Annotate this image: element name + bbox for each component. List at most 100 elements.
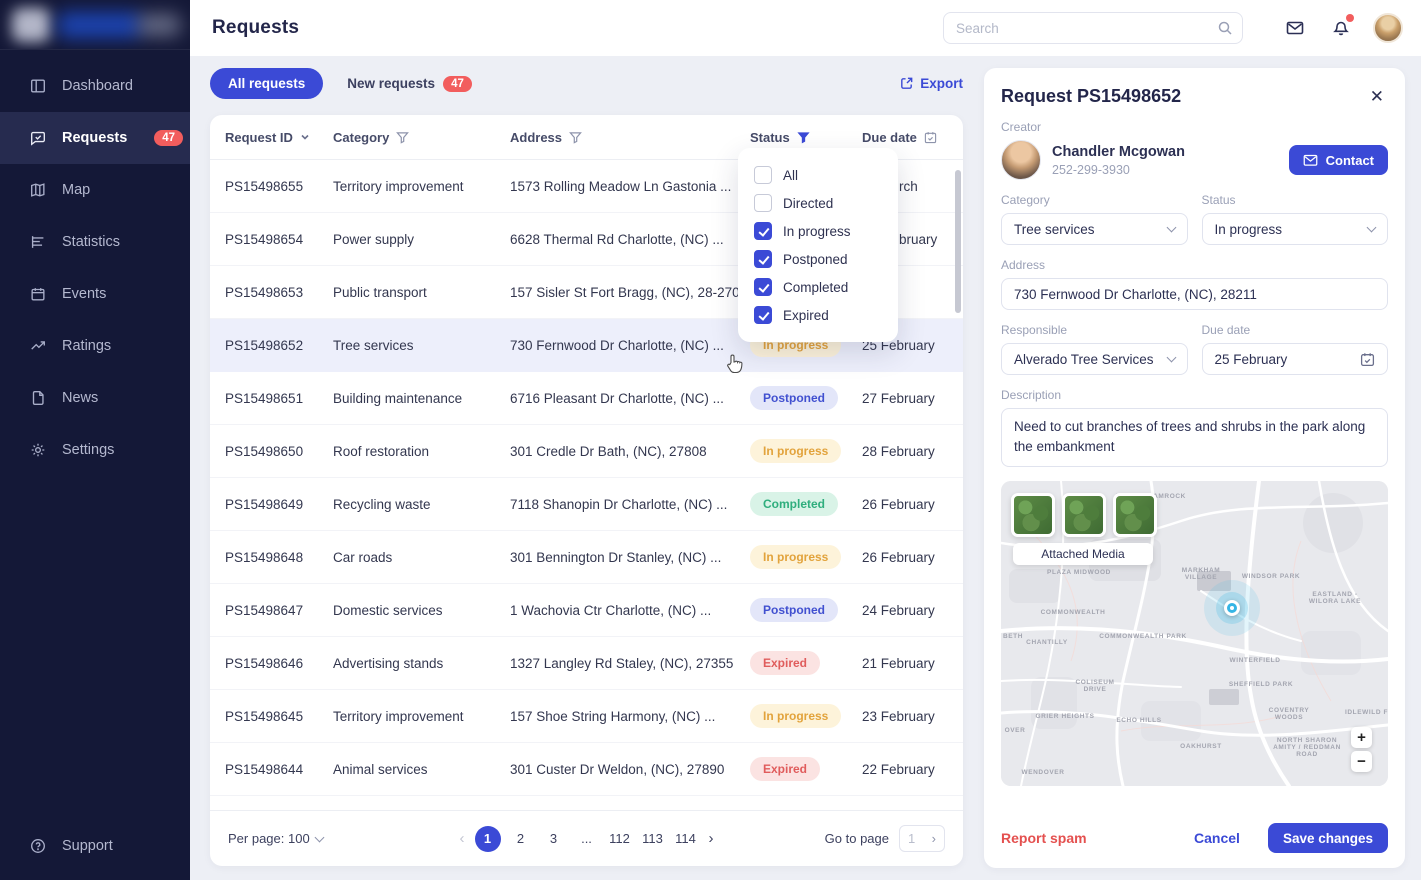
tabs-row: All requests New requests 47 Export bbox=[210, 68, 963, 99]
messages-button[interactable] bbox=[1283, 16, 1307, 40]
page-button-112[interactable]: 112 bbox=[609, 831, 630, 846]
page-button-2[interactable]: 2 bbox=[516, 831, 525, 846]
column-request-id[interactable]: Request ID bbox=[225, 130, 333, 145]
table-row[interactable]: PS15498653 Public transport 157 Sisler S… bbox=[210, 266, 963, 319]
notifications-button[interactable] bbox=[1329, 14, 1354, 40]
request-id-cell: PS15498654 bbox=[225, 231, 304, 247]
status-badge: Expired bbox=[750, 651, 821, 675]
due-date-cell: 26 February bbox=[862, 549, 935, 565]
pagination-bar: Per page: 100 ‹ 1 2 3 ... 112 113 114 › … bbox=[210, 810, 963, 866]
sidebar-item-label: News bbox=[62, 390, 99, 406]
table-scrollbar[interactable] bbox=[955, 170, 961, 313]
map-area-label: CHANTILLY bbox=[1026, 638, 1068, 646]
cancel-button[interactable]: Cancel bbox=[1194, 830, 1240, 846]
table-row[interactable]: PS15498648 Car roads 301 Bennington Dr S… bbox=[210, 531, 963, 584]
page-button-114[interactable]: 114 bbox=[675, 831, 696, 846]
category-select[interactable]: Tree services bbox=[1001, 213, 1188, 245]
column-category[interactable]: Category bbox=[333, 130, 510, 145]
sidebar-item-news[interactable]: News bbox=[0, 372, 190, 424]
search-box bbox=[943, 12, 1243, 44]
save-changes-button[interactable]: Save changes bbox=[1267, 823, 1388, 853]
responsible-select[interactable]: Alverado Tree Services bbox=[1001, 343, 1188, 375]
due-date-cell: bruary bbox=[899, 231, 938, 247]
due-date-cell: 28 February bbox=[862, 443, 935, 459]
checkbox[interactable] bbox=[754, 194, 772, 212]
attached-media-thumbnail[interactable] bbox=[1011, 492, 1055, 537]
table-row[interactable]: PS15498651 Building maintenance 6716 Ple… bbox=[210, 372, 963, 425]
page-button-3[interactable]: 3 bbox=[549, 831, 558, 846]
filter-option-all[interactable]: All bbox=[754, 161, 882, 189]
table-row[interactable]: PS15498649 Recycling waste 7118 Shanopin… bbox=[210, 478, 963, 531]
table-row[interactable]: PS15498647 Domestic services 1 Wachovia … bbox=[210, 584, 963, 637]
checkbox[interactable] bbox=[754, 278, 772, 296]
goto-page-input[interactable] bbox=[908, 831, 926, 846]
page-button-113[interactable]: 113 bbox=[642, 831, 663, 846]
sidebar-item-support[interactable]: Support bbox=[0, 820, 190, 872]
column-due-date[interactable]: Due date bbox=[862, 130, 948, 145]
map-zoom-out-button[interactable]: − bbox=[1351, 750, 1372, 772]
sidebar-item-statistics[interactable]: Statistics bbox=[0, 216, 190, 268]
filter-option-postponed[interactable]: Postponed bbox=[754, 245, 882, 273]
logo-mark bbox=[12, 8, 50, 42]
location-map[interactable]: PLAZA SHAMROCK PLAZA MIDWOOD MARKHAM VIL… bbox=[1001, 480, 1388, 786]
column-address[interactable]: Address bbox=[510, 130, 750, 145]
goto-page-go-button[interactable]: › bbox=[931, 831, 936, 846]
location-marker[interactable] bbox=[1224, 599, 1240, 616]
sidebar-item-ratings[interactable]: Ratings bbox=[0, 320, 190, 372]
status-select[interactable]: In progress bbox=[1201, 213, 1388, 245]
map-area-label: OAKHURST bbox=[1180, 742, 1222, 750]
report-spam-button[interactable]: Report spam bbox=[1001, 830, 1087, 846]
requests-icon bbox=[31, 131, 45, 146]
category-cell: Power supply bbox=[333, 231, 415, 247]
next-page-button[interactable]: › bbox=[708, 830, 714, 847]
sidebar-item-dashboard[interactable]: Dashboard bbox=[0, 60, 190, 112]
tab-new-requests[interactable]: New requests 47 bbox=[347, 75, 472, 92]
attached-media-thumbnail[interactable] bbox=[1062, 492, 1106, 537]
page-button-1[interactable]: 1 bbox=[474, 825, 501, 852]
due-date-input[interactable]: 25 February bbox=[1201, 343, 1388, 375]
description-textarea[interactable]: Need to cut branches of trees and shrubs… bbox=[1001, 408, 1388, 467]
panel-title: Request PS15498652 bbox=[1001, 86, 1182, 106]
export-icon bbox=[901, 77, 913, 89]
close-icon[interactable]: ✕ bbox=[1369, 87, 1384, 106]
export-button[interactable]: Export bbox=[899, 76, 963, 91]
chevron-down-icon bbox=[1366, 222, 1377, 233]
sidebar-item-label: Events bbox=[62, 286, 107, 302]
map-zoom-in-button[interactable]: + bbox=[1351, 726, 1372, 748]
attached-media-thumbnail[interactable] bbox=[1113, 492, 1157, 537]
filter-option-completed[interactable]: Completed bbox=[754, 273, 882, 301]
checkbox[interactable] bbox=[754, 166, 772, 184]
contact-button[interactable]: Contact bbox=[1288, 145, 1388, 175]
sidebar-item-settings[interactable]: Settings bbox=[0, 424, 190, 476]
table-row[interactable]: PS15498650 Roof restoration 301 Credle D… bbox=[210, 425, 963, 478]
envelope-icon bbox=[1303, 154, 1317, 166]
filter-option-directed[interactable]: Directed bbox=[754, 189, 882, 217]
checkbox[interactable] bbox=[754, 222, 772, 240]
table-row[interactable]: PS15498646 Advertising stands 1327 Langl… bbox=[210, 637, 963, 690]
sidebar-item-events[interactable]: Events bbox=[0, 268, 190, 320]
sidebar-item-label: Ratings bbox=[62, 338, 112, 354]
checkbox[interactable] bbox=[754, 250, 772, 268]
checkbox[interactable] bbox=[754, 306, 772, 324]
table-row[interactable]: PS15498655 Territory improvement 1573 Ro… bbox=[210, 160, 963, 213]
status-badge: In progress bbox=[750, 704, 842, 728]
sidebar-item-requests[interactable]: Requests 47 bbox=[0, 112, 190, 164]
address-cell: 301 Credle Dr Bath, (NC), 27808 bbox=[510, 443, 707, 459]
user-avatar[interactable] bbox=[1373, 13, 1403, 43]
per-page-select[interactable]: Per page: 100 bbox=[228, 831, 325, 846]
new-requests-badge: 47 bbox=[443, 75, 472, 92]
search-input[interactable] bbox=[943, 12, 1243, 44]
tab-all-requests[interactable]: All requests bbox=[210, 68, 324, 99]
due-date-cell: 23 February bbox=[862, 708, 935, 724]
column-status[interactable]: Status bbox=[750, 130, 862, 145]
address-input[interactable]: 730 Fernwood Dr Charlotte, (NC), 28211 bbox=[1001, 278, 1388, 310]
prev-page-button[interactable]: ‹ bbox=[459, 830, 465, 847]
category-cell: Advertising stands bbox=[333, 655, 444, 671]
filter-option-expired[interactable]: Expired bbox=[754, 301, 882, 329]
filter-option-in-progress[interactable]: In progress bbox=[754, 217, 882, 245]
table-row[interactable]: PS15498654 Power supply 6628 Thermal Rd … bbox=[210, 213, 963, 266]
table-row[interactable]: PS15498644 Animal services 301 Custer Dr… bbox=[210, 743, 963, 796]
table-row[interactable]: PS15498645 Territory improvement 157 Sho… bbox=[210, 690, 963, 743]
sidebar-item-map[interactable]: Map bbox=[0, 164, 190, 216]
status-badge: In progress bbox=[750, 439, 842, 463]
